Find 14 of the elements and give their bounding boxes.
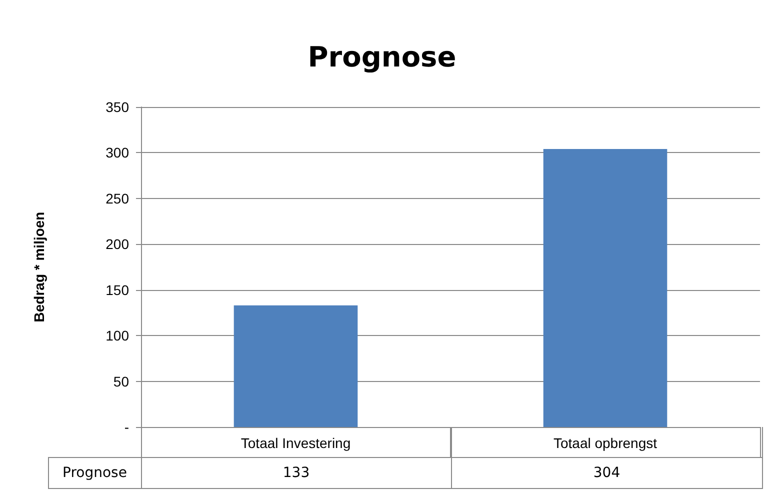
data-label: 133	[141, 458, 452, 488]
x-tick-label: Totaal Investering	[240, 435, 351, 451]
y-tick-label: 50	[113, 373, 130, 390]
y-tick-label: 300	[106, 144, 130, 161]
y-tick-label: 350	[106, 99, 130, 115]
chart-title: Prognose	[308, 40, 456, 74]
data-label: 304	[452, 458, 762, 488]
y-tick-label: 200	[106, 236, 130, 252]
text: Prognose	[48, 458, 141, 488]
y-axis-title: Bedrag * miljoen	[31, 212, 47, 322]
y-tick-label: -	[124, 419, 130, 435]
y-tick-label: 100	[106, 328, 130, 344]
y-tick-label: 150	[106, 282, 130, 298]
y-tick-label: 250	[106, 190, 130, 206]
